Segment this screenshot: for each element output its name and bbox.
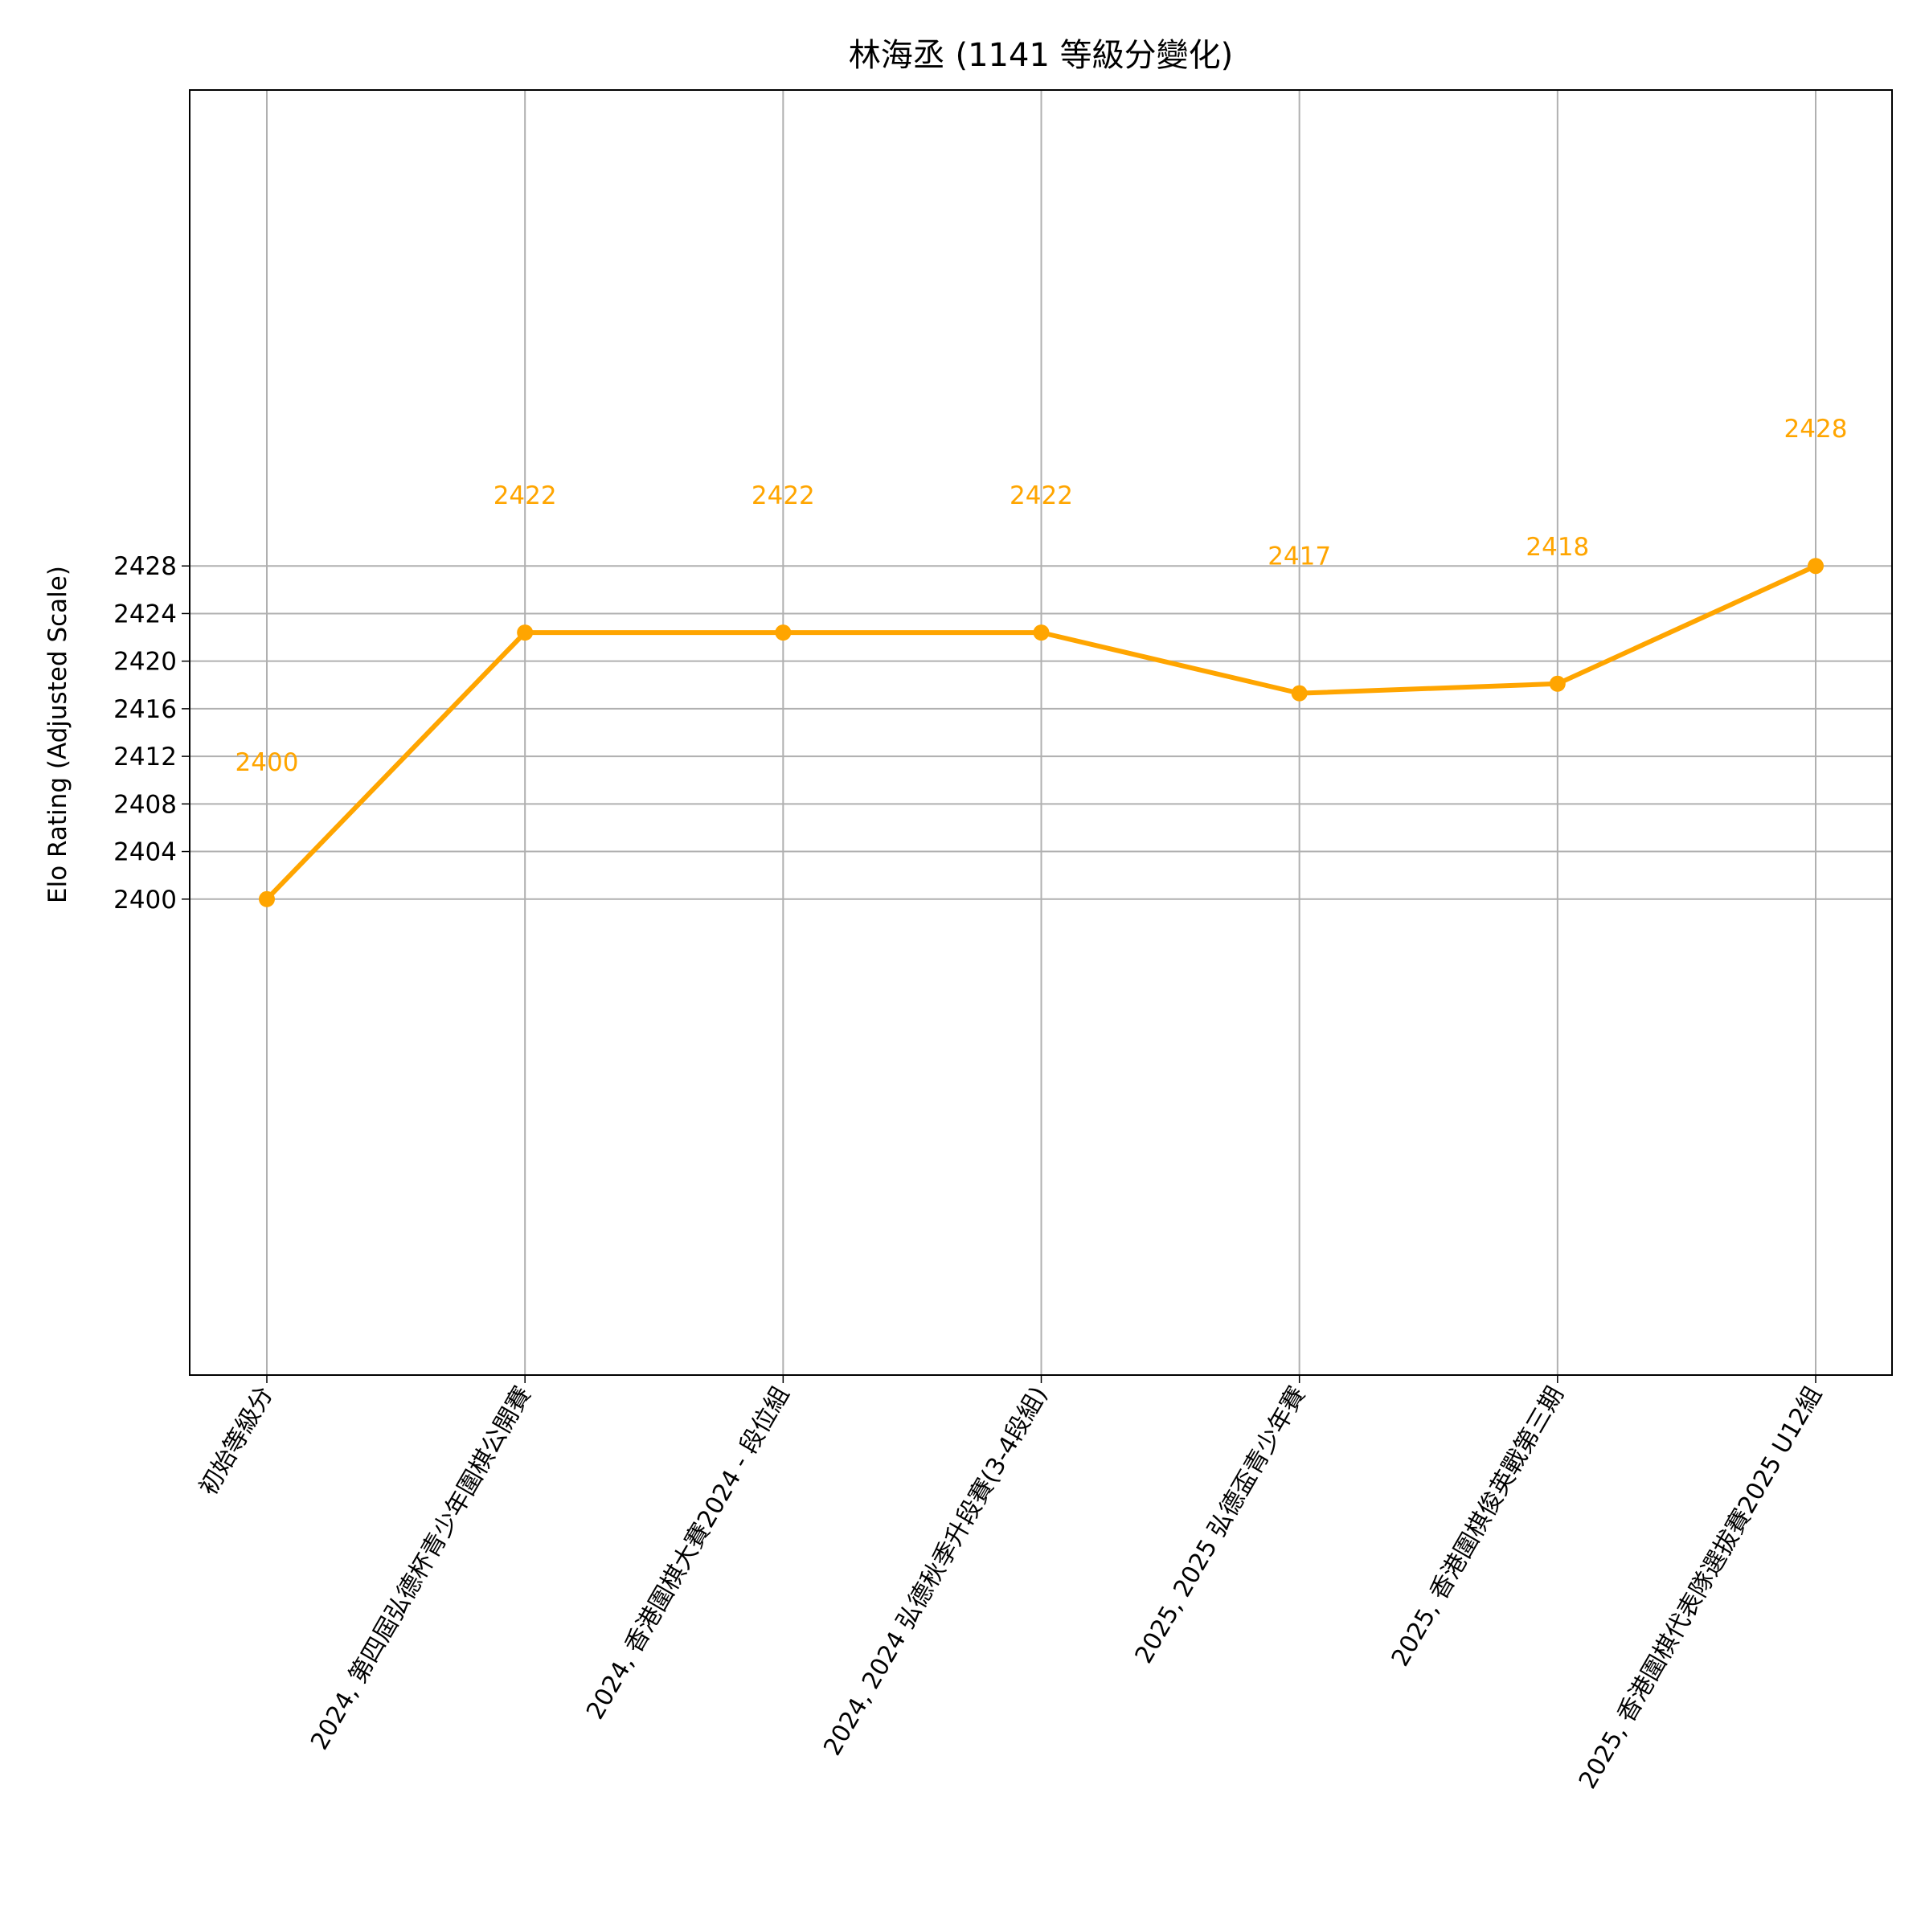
marker (1549, 675, 1566, 692)
value-label: 2422 (752, 481, 815, 510)
value-label: 2422 (1010, 481, 1073, 510)
plot-frame (189, 89, 1893, 1376)
y-tick-label: 2416 (113, 695, 177, 724)
y-axis-label: Elo Rating (Adjusted Scale) (43, 566, 72, 903)
value-label: 2422 (494, 481, 557, 510)
marker (1033, 624, 1050, 641)
value-label: 2418 (1526, 533, 1589, 562)
y-tick-label: 2400 (113, 886, 177, 915)
y-tick-label: 2404 (113, 838, 177, 867)
marker (517, 624, 534, 641)
marker (1291, 685, 1308, 702)
y-tick-label: 2408 (113, 790, 177, 819)
value-label: 2428 (1784, 415, 1848, 444)
marker (775, 624, 792, 641)
value-label: 2417 (1268, 542, 1331, 571)
y-tick-label: 2428 (113, 552, 177, 581)
value-label: 2400 (235, 748, 299, 777)
marker (1808, 558, 1824, 575)
marker (259, 890, 275, 907)
y-tick-label: 2412 (113, 743, 177, 772)
y-tick-label: 2424 (113, 600, 177, 628)
chart-title: 林海丞 (1141 等級分變化) (849, 37, 1233, 74)
y-tick-label: 2420 (113, 648, 177, 677)
